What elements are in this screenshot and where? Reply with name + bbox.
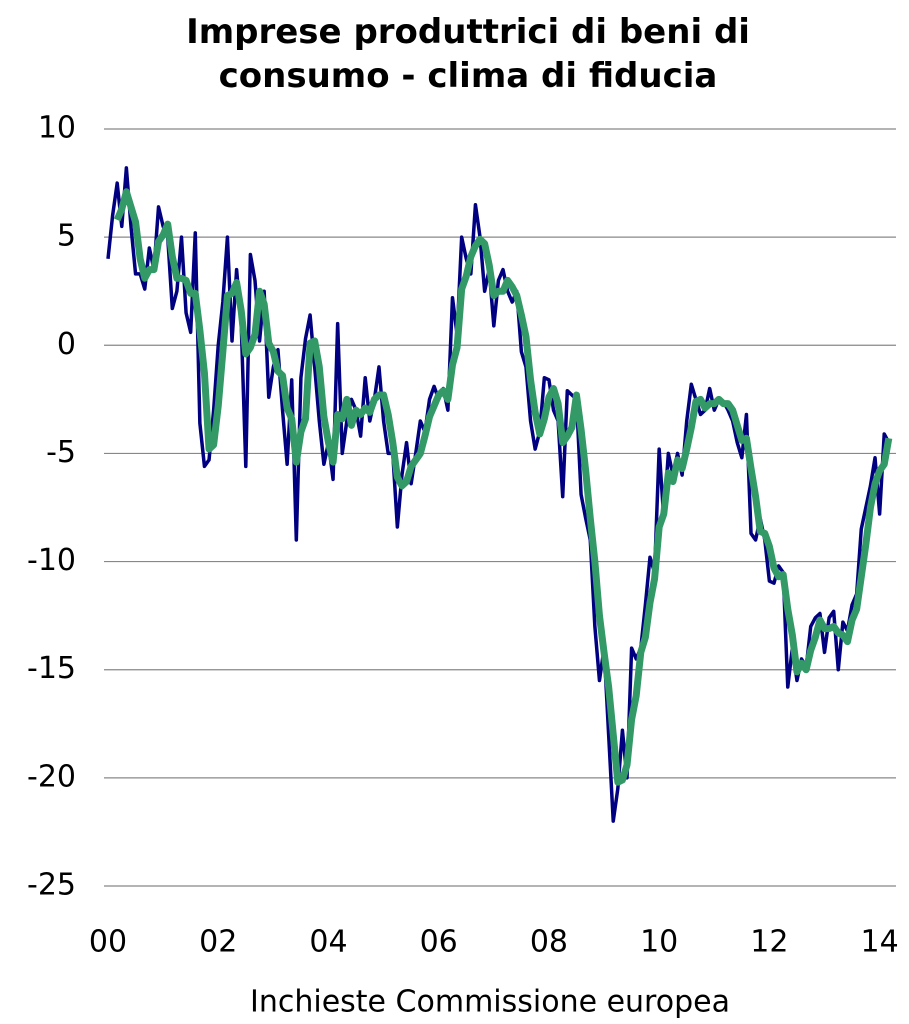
x-axis-label: Inchieste Commissione europea	[250, 985, 730, 1020]
series-line	[113, 188, 893, 786]
y-tick-label: -5	[46, 435, 76, 470]
y-tick-label: 10	[38, 111, 76, 146]
chart-title: Imprese produttrici di beni di consumo -…	[186, 12, 750, 96]
series-line	[106, 166, 891, 823]
x-tick-label: 08	[530, 925, 568, 960]
x-tick-label: 02	[199, 925, 237, 960]
x-tick-label: 06	[420, 925, 458, 960]
y-tick-label: -10	[27, 543, 76, 578]
x-tick-label: 14	[861, 925, 899, 960]
y-tick-label: 0	[57, 327, 76, 362]
x-tick-label: 04	[309, 925, 347, 960]
x-tick-label: 00	[89, 925, 127, 960]
y-tick-label: -25	[27, 868, 76, 903]
y-tick-label: -20	[27, 759, 76, 794]
x-tick-label: 10	[640, 925, 678, 960]
y-tick-label: -15	[27, 651, 76, 686]
y-tick-label: 5	[57, 219, 76, 254]
x-tick-label: 12	[750, 925, 788, 960]
